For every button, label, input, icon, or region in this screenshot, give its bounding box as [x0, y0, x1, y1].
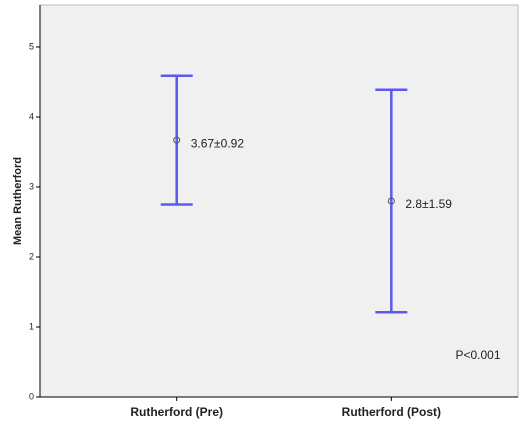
value-label: 3.67±0.92 [191, 136, 245, 150]
plot-area [39, 4, 519, 398]
y-tick-label: 0 [29, 391, 34, 401]
mean-point [387, 197, 395, 205]
y-tick-label: 2 [29, 251, 34, 261]
y-axis-label: Mean Rutherford [12, 157, 24, 245]
x-tick-label: Rutherford (Pre) [130, 405, 223, 419]
y-tick-label: 1 [29, 321, 34, 331]
y-tick-label: 3 [29, 181, 34, 191]
y-tick-label: 5 [29, 41, 34, 51]
annotation: P<0.001 [455, 348, 500, 362]
mean-point [173, 136, 181, 144]
value-label: 2.8±1.59 [405, 197, 452, 211]
y-tick-label: 4 [29, 111, 34, 121]
x-tick-label: Rutherford (Post) [342, 405, 441, 419]
